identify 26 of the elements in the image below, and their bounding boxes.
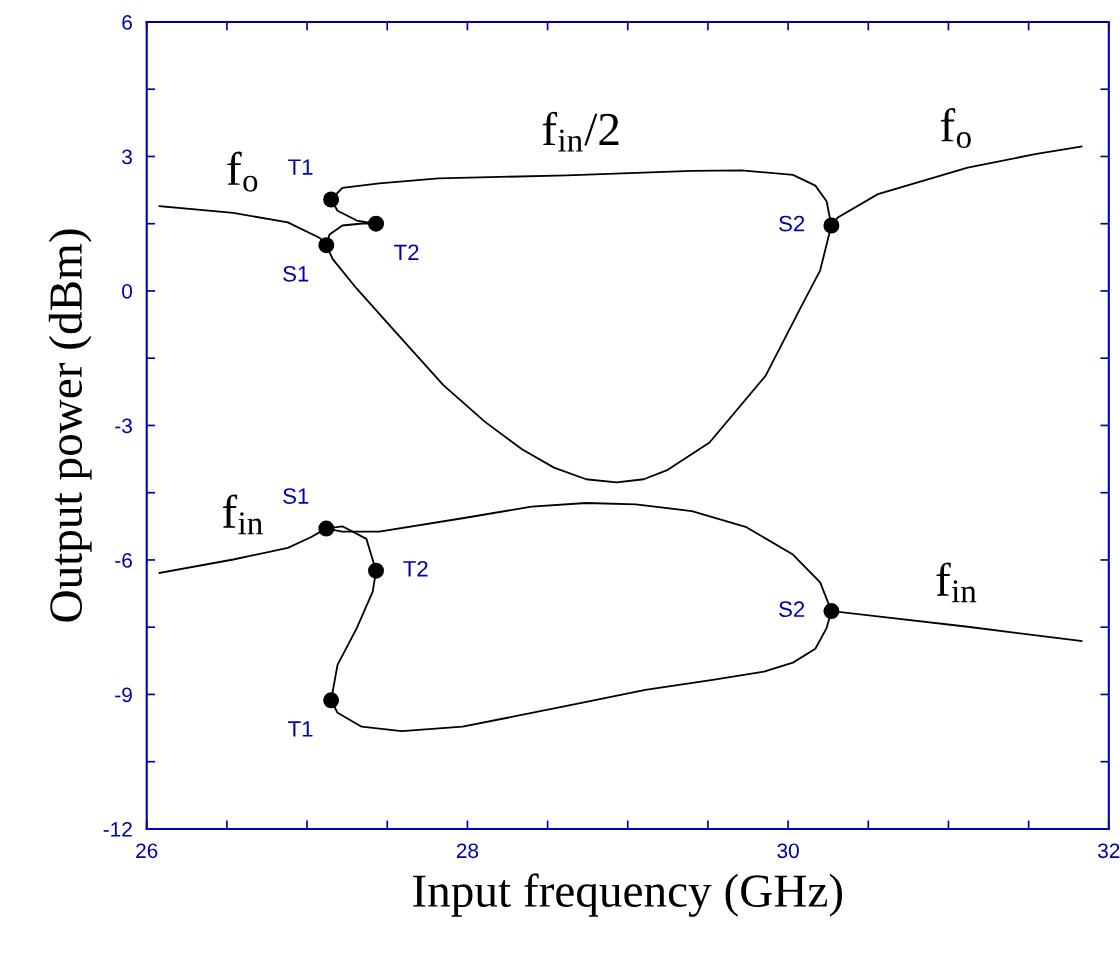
y-tick-label: -6	[115, 552, 132, 568]
y-tick-label: -12	[103, 821, 132, 837]
y-tick-label: 6	[122, 14, 132, 30]
x-tick-label: 26	[136, 843, 158, 859]
x-tick-label: 30	[777, 843, 799, 859]
x-tick-label: 32	[1098, 843, 1120, 859]
y-tick-label: -3	[115, 418, 132, 434]
y-tick-label: -9	[115, 687, 132, 703]
data-label: T2	[394, 244, 419, 261]
y-tick-label: 0	[122, 283, 133, 299]
data-label: S1	[283, 266, 309, 282]
series-label: f$_{in}$	[222, 494, 263, 535]
data-label: T1	[288, 721, 313, 737]
y-tick-label: 3	[122, 149, 132, 165]
data-label: S2	[779, 215, 805, 232]
series-label: f$_{in}$/2	[542, 111, 619, 152]
series-label: f$_{o}$	[940, 107, 971, 149]
x-axis-title: Input frequency (GHz)	[413, 873, 843, 917]
series-label: f$_{o}$	[227, 151, 258, 192]
data-label: S2	[779, 601, 805, 618]
data-label: T1	[288, 159, 313, 175]
data-label: T2	[403, 560, 428, 577]
y-axis-title: Output power (dBm)	[48, 229, 92, 622]
data-label: S1	[283, 488, 309, 504]
series-label: f$_{in}$	[936, 562, 977, 603]
x-tick-label: 28	[456, 843, 479, 859]
